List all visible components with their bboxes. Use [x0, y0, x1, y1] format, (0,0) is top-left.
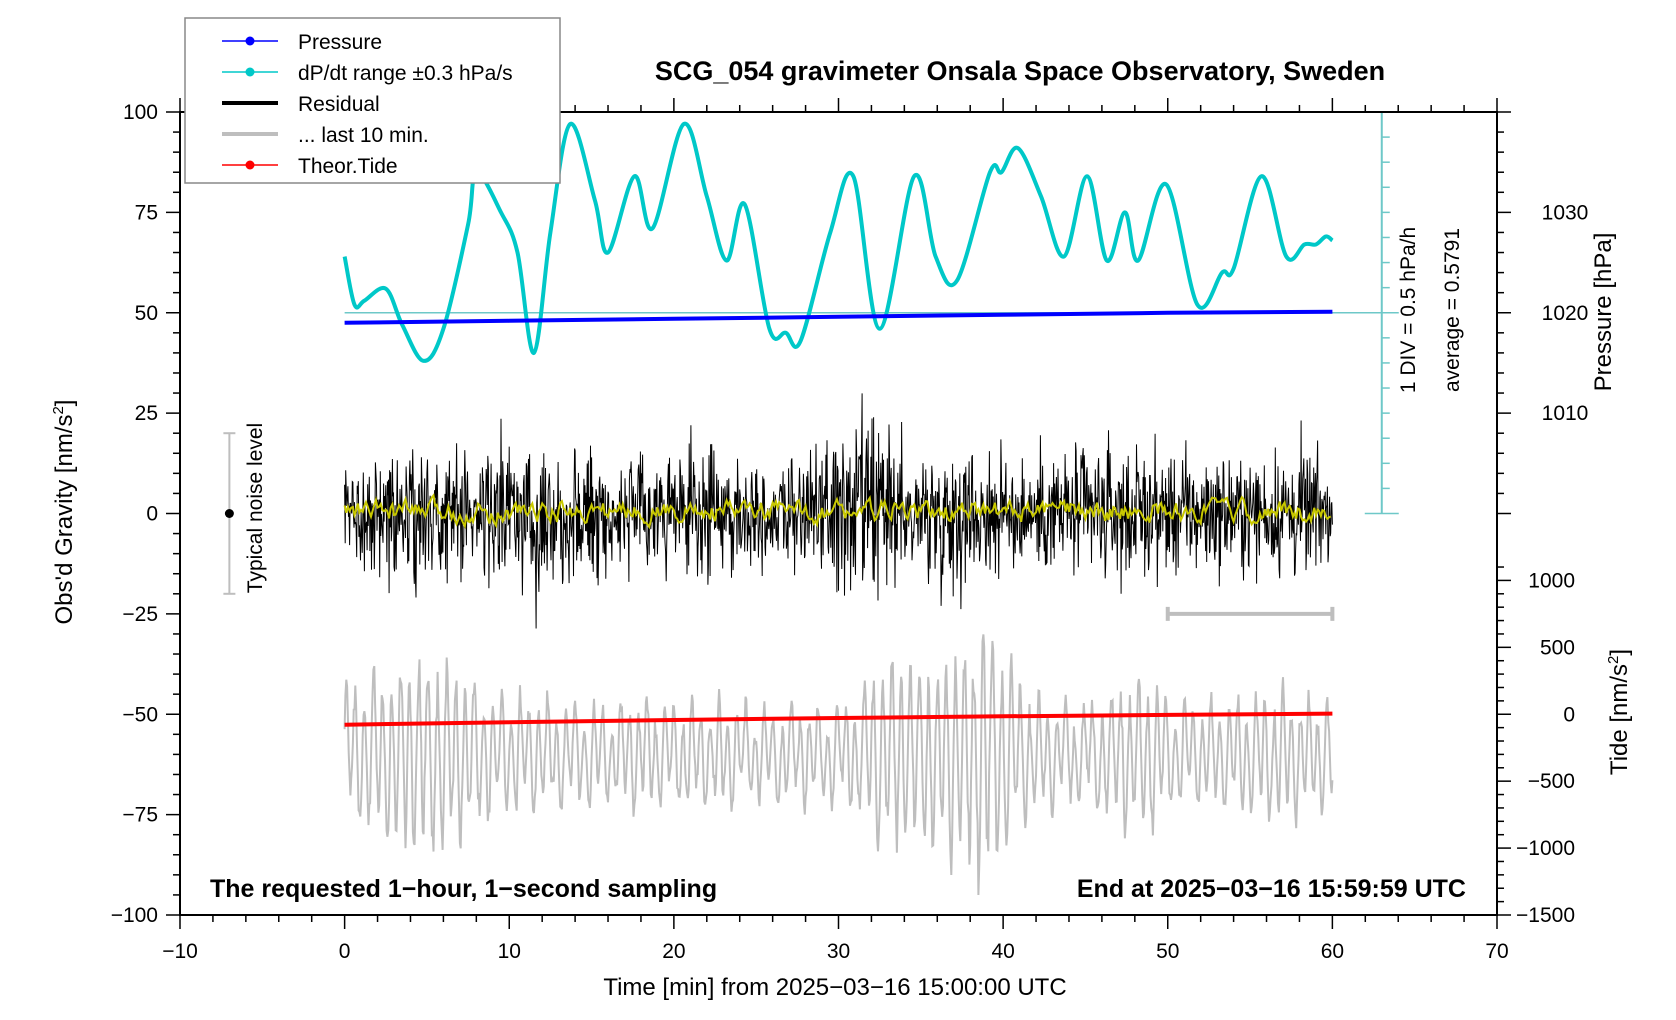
y-tick-label-left: 75 — [135, 201, 158, 224]
legend-label: dP/dt range ±0.3 hPa/s — [298, 62, 513, 85]
y-tick-label-left: 100 — [123, 101, 158, 124]
y-axis-pressure-label: Pressure [hPa] — [1590, 233, 1617, 392]
plot-marks — [223, 111, 1399, 896]
y-tick-label-left: −100 — [111, 904, 158, 927]
x-tick-label: 40 — [991, 940, 1014, 963]
x-tick-label: 60 — [1321, 940, 1344, 963]
y-tick-label-pressure: 1030 — [1542, 201, 1589, 224]
y-tick-label-left: 50 — [135, 302, 158, 325]
end-time-label: End at 2025−03−16 15:59:59 UTC — [1077, 875, 1466, 903]
x-tick-label: 30 — [827, 940, 850, 963]
y-tick-label-tide: −1500 — [1516, 904, 1575, 927]
legend-label: ... last 10 min. — [298, 124, 429, 147]
y-tick-label-tide: 1000 — [1528, 569, 1575, 592]
y-axis-tide-label: Tide [nm/s2] — [1605, 649, 1633, 775]
series-residual-smoothed — [343, 493, 1332, 530]
x-axis-label: Time [min] from 2025−03−16 15:00:00 UTC — [603, 974, 1066, 1001]
x-tick-label: 0 — [339, 940, 351, 963]
legend-marker — [245, 160, 255, 170]
y-tick-label-tide: 500 — [1540, 636, 1575, 659]
x-tick-label: 70 — [1485, 940, 1508, 963]
y-tick-label-tide: 0 — [1563, 703, 1575, 726]
legend-marker — [245, 67, 255, 77]
y-tick-label-left: 25 — [135, 402, 158, 425]
dpdt-division-label: 1 DIV = 0.5 hPa/h — [1397, 227, 1420, 393]
y-axis-left: 100 75 50 25 0 −25 −50 −75 −100 — [111, 101, 180, 927]
y-tick-label-left: −50 — [122, 703, 158, 726]
x-tick-label: 50 — [1156, 940, 1179, 963]
legend: Pressure dP/dt range ±0.3 hPa/s Residual..… — [184, 17, 561, 184]
y-tick-label-pressure: 1020 — [1542, 302, 1589, 325]
legend-marker — [245, 36, 255, 46]
series-pressure — [344, 309, 1333, 325]
x-tick-label: 20 — [662, 940, 685, 963]
y-tick-label-tide: −500 — [1528, 770, 1575, 793]
series-theor-tide — [344, 711, 1333, 727]
x-tick-label: −10 — [162, 940, 198, 963]
y-tick-label-left: −75 — [122, 804, 158, 827]
legend-label: Residual — [298, 93, 380, 116]
legend-label: Theor.Tide — [298, 155, 398, 178]
series-last-10-min — [343, 634, 1334, 896]
y-tick-label-left: 0 — [146, 503, 158, 526]
y-axis-right: 1030 1020 1010 1000 500 0 −500 −1000 −1500 — [1497, 111, 1589, 927]
noise-level-dot — [224, 509, 234, 518]
series-residual — [344, 393, 1333, 629]
y-tick-label-left: −25 — [122, 603, 158, 626]
y-tick-label-pressure: 1010 — [1542, 402, 1589, 425]
series-dpdt — [342, 121, 1334, 363]
y-axis-left-label: Obs'd Gravity [nm/s2] — [50, 400, 78, 625]
x-axis: −10 0 10 20 30 40 50 60 70 — [162, 98, 1509, 963]
dpdt-average-label: average = 0.5791 — [1441, 228, 1464, 392]
legend-box — [184, 17, 561, 184]
noise-level-label: Typical noise level — [244, 423, 267, 593]
legend-label: Pressure — [298, 31, 382, 54]
chart-title: SCG_054 gravimeter Onsala Space Observat… — [655, 56, 1385, 86]
y-tick-label-tide: −1000 — [1516, 837, 1575, 860]
sampling-label: The requested 1−hour, 1−second sampling — [210, 875, 717, 903]
x-tick-label: 10 — [498, 940, 521, 963]
